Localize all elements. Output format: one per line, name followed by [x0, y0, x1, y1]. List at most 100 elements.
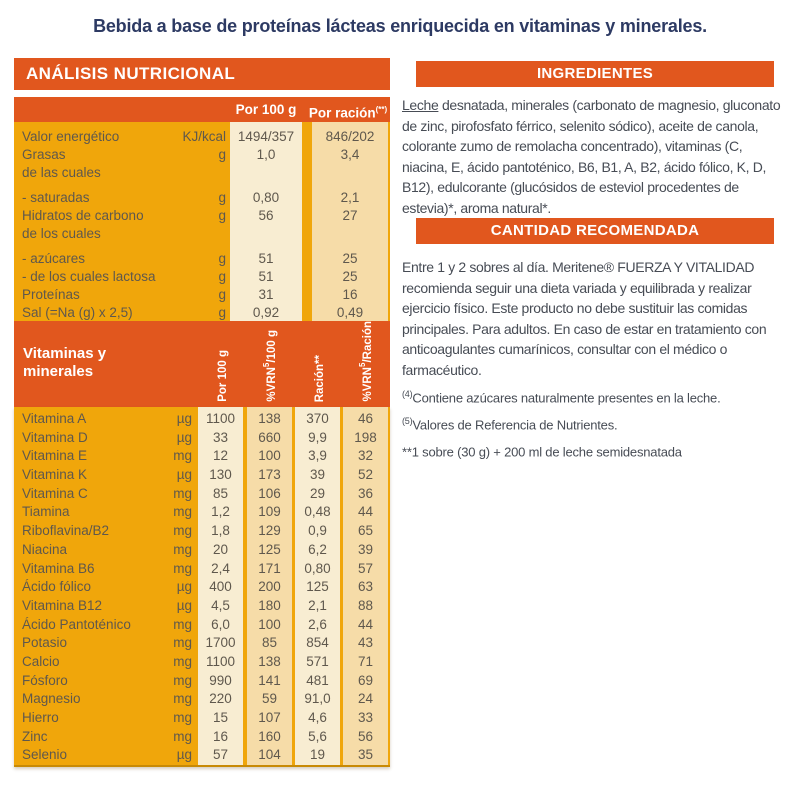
row-label: Magnesio	[22, 691, 81, 707]
row-unit: mg	[173, 635, 192, 651]
recommended-text: Entre 1 y 2 sobres al día. Meritene® FUE…	[402, 259, 767, 378]
value-racion: 6,2	[308, 541, 327, 557]
table-row: Selenio µg 57 104 19 35	[14, 746, 390, 765]
row-label: Zinc	[22, 728, 48, 744]
table-row: Vitamina C mg 85 106 29 36	[14, 485, 390, 504]
row-unit: µg	[176, 429, 192, 445]
column-stripe-2	[247, 407, 292, 765]
value-per-racion: 27	[342, 208, 358, 223]
footnotes: (4)Contiene azúcares naturalmente presen…	[402, 383, 788, 463]
column-stripe-3	[295, 407, 340, 765]
macro-table-header: Por 100 g Por ración(**)	[14, 97, 390, 122]
value-racion: 125	[306, 579, 329, 595]
value-per-racion: 0,49	[336, 305, 364, 320]
value-vrn-racion: 71	[357, 653, 374, 669]
macro-table-body: Valor energético KJ/kcal 1494/357 846/202 Gr…	[14, 122, 390, 321]
table-row: Ácido Pantoténico mg 6,0 100 2,6 44	[14, 616, 390, 635]
vitamins-title: Vitaminas y minerales	[23, 345, 107, 380]
value-per-racion: 16	[342, 287, 358, 302]
row-label: Hierro	[22, 710, 59, 725]
value-per-100g: 20	[212, 541, 229, 557]
table-row: Potasio mg 1700 85 854 43	[14, 634, 390, 653]
footnote: (4)Contiene azúcares naturalmente presen…	[402, 389, 721, 406]
value-racion: 5,6	[308, 728, 327, 744]
row-unit: mg	[173, 541, 192, 557]
value-racion: 29	[309, 485, 326, 501]
row-unit: mg	[173, 523, 192, 539]
value-vrn-racion: 36	[357, 485, 374, 501]
vit-col-header-vrn-racion: %VRN5/Ración	[358, 321, 374, 402]
value-per-100g: 1,8	[211, 523, 230, 539]
table-row: Vitamina D µg 33 660 9,9 198	[14, 429, 390, 448]
value-per-100g: 1100	[205, 411, 236, 426]
row-label: Vitamina E	[22, 448, 88, 464]
row-label: Grasas	[22, 147, 66, 162]
row-unit: µg	[176, 467, 192, 483]
value-vrn-racion: 65	[357, 523, 374, 539]
table-row: de los cuales	[14, 225, 390, 243]
value-per-100g: 51	[258, 269, 274, 284]
value-per-100g: 31	[258, 287, 274, 302]
value-per-100g: 12	[212, 448, 229, 464]
value-vrn-racion: 44	[357, 504, 374, 520]
value-per-100g: 1,2	[211, 504, 230, 520]
row-unit: g	[218, 190, 226, 205]
value-racion: 3,9	[308, 448, 327, 464]
value-vrn-racion: 63	[357, 579, 374, 595]
value-per-100g: 130	[209, 467, 232, 483]
row-label: Niacina	[22, 541, 68, 557]
row-label: Riboflavina/B2	[22, 523, 110, 539]
info-panel: INGREDIENTES Leche desnatada, minerales …	[402, 58, 788, 778]
table-row: de las cuales	[14, 164, 390, 182]
value-vrn-racion: 33	[357, 710, 374, 725]
vit-col-header-per100: Por 100 g	[216, 350, 229, 402]
value-vrn-100g: 138	[258, 653, 281, 669]
table-row: Sal (=Na (g) x 2,5) g 0,92 0,49	[14, 304, 390, 321]
row-unit: mg	[173, 691, 192, 707]
table-row: Proteínas g 31 16	[14, 286, 390, 304]
table-row: Vitamina B6 mg 2,4 171 0,80 57	[14, 560, 390, 579]
row-unit: mg	[173, 485, 192, 501]
row-unit: µg	[176, 579, 192, 595]
value-vrn-racion: 198	[354, 429, 377, 445]
analysis-header-label: ANÁLISIS NUTRICIONAL	[26, 64, 236, 83]
value-racion: 2,1	[308, 597, 327, 613]
value-vrn-100g: 171	[258, 560, 281, 576]
value-vrn-100g: 104	[258, 747, 281, 763]
table-row: Fósforo mg 990 141 481 69	[14, 672, 390, 691]
table-row: Hierro mg 15 107 4,6 33	[14, 709, 390, 728]
row-label: Tiamina	[22, 504, 70, 520]
table-row: Vitamina E mg 12 100 3,9 32	[14, 447, 390, 466]
nutrition-panel: ANÁLISIS NUTRICIONAL Por 100 g Por ració…	[14, 58, 390, 767]
page-title: Bebida a base de proteínas lácteas enriq…	[93, 16, 707, 36]
recommended-header-label: CANTIDAD RECOMENDADA	[490, 222, 700, 239]
value-vrn-100g: 141	[258, 672, 281, 688]
value-vrn-100g: 138	[258, 411, 281, 426]
row-label: Valor energético	[22, 129, 120, 144]
row-label: Fósforo	[22, 672, 68, 688]
row-label: Calcio	[22, 653, 60, 669]
table-row: Valor energético KJ/kcal 1494/357 846/202	[14, 128, 390, 146]
value-vrn-racion: 46	[357, 411, 374, 426]
row-label: Vitamina A	[22, 411, 87, 426]
value-racion: 0,48	[304, 504, 331, 520]
table-row: - de los cuales lactosa g 51 25	[14, 268, 390, 286]
macro-rows: Valor energético KJ/kcal 1494/357 846/202 Gr…	[14, 122, 390, 321]
value-vrn-100g: 125	[258, 541, 281, 557]
vit-col-header-racion: Ración**	[313, 354, 326, 402]
row-label: - saturadas	[22, 190, 90, 205]
row-label: de las cuales	[22, 165, 101, 180]
value-vrn-racion: 69	[357, 672, 374, 688]
value-vrn-racion: 44	[357, 616, 374, 632]
ingredients-text: Leche desnatada, minerales (carbonato de…	[402, 97, 781, 216]
row-label: Selenio	[22, 747, 68, 763]
value-racion: 9,9	[308, 429, 327, 445]
row-label: Sal (=Na (g) x 2,5)	[22, 305, 133, 320]
table-row: Zinc mg 16 160 5,6 56	[14, 728, 390, 747]
row-label: de los cuales	[22, 226, 101, 241]
value-per-100g: 1100	[205, 653, 236, 669]
value-vrn-100g: 107	[258, 710, 281, 725]
row-label: Potasio	[22, 635, 68, 651]
value-per-100g: 6,0	[211, 616, 230, 632]
